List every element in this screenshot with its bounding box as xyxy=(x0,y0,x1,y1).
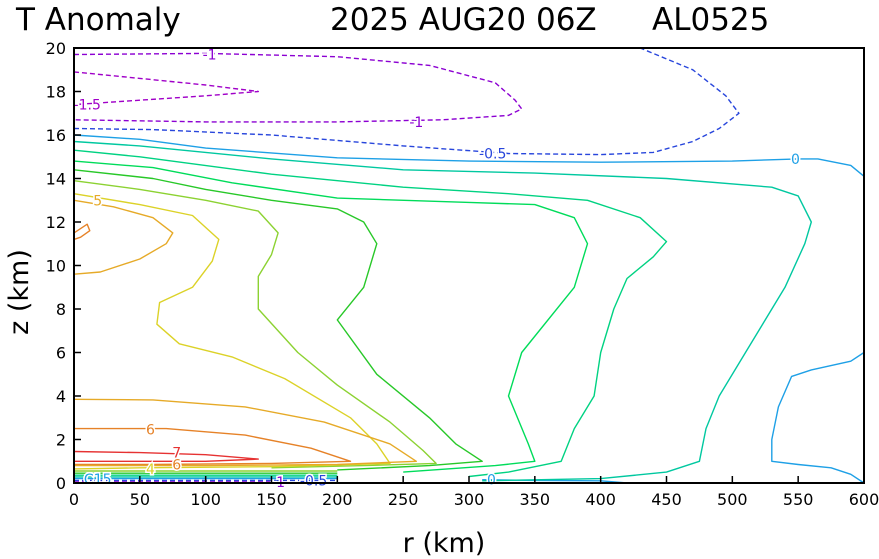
x-tick-label-8: 400 xyxy=(585,490,616,509)
contour-line-7 xyxy=(73,149,668,478)
y-tick-label-10: 20 xyxy=(46,39,66,58)
contour-label-0: -1 xyxy=(203,48,217,64)
y-tick-label-7: 14 xyxy=(46,170,66,189)
x-tick-label-5: 250 xyxy=(388,490,419,509)
y-tick-label-9: 18 xyxy=(46,83,66,102)
contour-label-10: C15 xyxy=(84,472,112,488)
chart-title: T Anomaly xyxy=(15,2,181,38)
contour-line-3 xyxy=(73,134,865,177)
x-tick-label-1: 50 xyxy=(130,490,150,509)
x-tick-label-9: 450 xyxy=(651,490,682,509)
y-tick-label-8: 16 xyxy=(46,126,66,145)
contour-line-2 xyxy=(73,47,740,156)
x-tick-label-6: 300 xyxy=(454,490,485,509)
x-tick-label-0: 0 xyxy=(69,490,79,509)
contour-label-3: -0.5 xyxy=(479,147,506,163)
chart-storm-id: AL0525 xyxy=(652,2,769,38)
x-tick-label-10: 500 xyxy=(717,490,748,509)
contour-line-15 xyxy=(73,450,259,462)
x-tick-label-11: 550 xyxy=(783,490,814,509)
contour-label-12: -0.5 xyxy=(300,473,327,489)
y-tick-label-2: 4 xyxy=(56,387,66,406)
plot-frame xyxy=(73,47,865,484)
x-tick-label-7: 350 xyxy=(520,490,551,509)
x-tick-label-12: 600 xyxy=(849,490,879,509)
y-tick-label-5: 10 xyxy=(46,257,66,276)
x-tick-label-4: 200 xyxy=(322,490,353,509)
contour-label-5: 5 xyxy=(93,193,102,209)
contour-line-10 xyxy=(73,180,437,469)
x-axis-label: r (km) xyxy=(403,528,486,559)
contour-label-1: -1.5 xyxy=(74,98,101,114)
contour-label-9: 4 xyxy=(146,462,155,478)
y-tick-label-3: 6 xyxy=(56,344,66,363)
contour-line-0 xyxy=(73,71,259,106)
contour-line-4 xyxy=(771,351,865,484)
y-tick-label-4: 8 xyxy=(56,300,66,319)
contour-line-14 xyxy=(74,427,352,466)
contour-line-12 xyxy=(73,199,174,275)
contour-label-4: 0 xyxy=(791,152,800,168)
contour-lines xyxy=(73,47,865,484)
x-axis-ticks: 0 50 100 150 200 250 300 350 400 450 500 550 600 xyxy=(69,476,879,509)
contour-line-1 xyxy=(73,52,523,123)
contour-label-8: 6 xyxy=(172,458,181,474)
x-tick-label-3: 150 xyxy=(256,490,287,509)
contour-label-2: -1 xyxy=(409,115,423,131)
y-tick-label-0: 0 xyxy=(56,474,66,493)
y-axis-label: z (km) xyxy=(4,249,35,335)
contour-line-16 xyxy=(73,398,417,467)
chart-datetime: 2025 AUG20 06Z xyxy=(330,2,597,38)
y-axis-ticks: 0 2 4 6 8 10 12 14 16 18 20 xyxy=(46,39,81,493)
contour-line-13 xyxy=(73,223,91,241)
contour-line-8 xyxy=(73,160,589,473)
contour-label-6: 6 xyxy=(146,423,155,439)
contour-label-13: 0 xyxy=(487,473,496,489)
y-tick-label-1: 2 xyxy=(56,431,66,450)
contour-line-6 xyxy=(73,140,812,482)
contour-label-7: 7 xyxy=(172,446,181,462)
x-tick-label-2: 100 xyxy=(190,490,221,509)
y-tick-label-6: 12 xyxy=(46,213,66,232)
contour-line-9 xyxy=(73,169,483,471)
